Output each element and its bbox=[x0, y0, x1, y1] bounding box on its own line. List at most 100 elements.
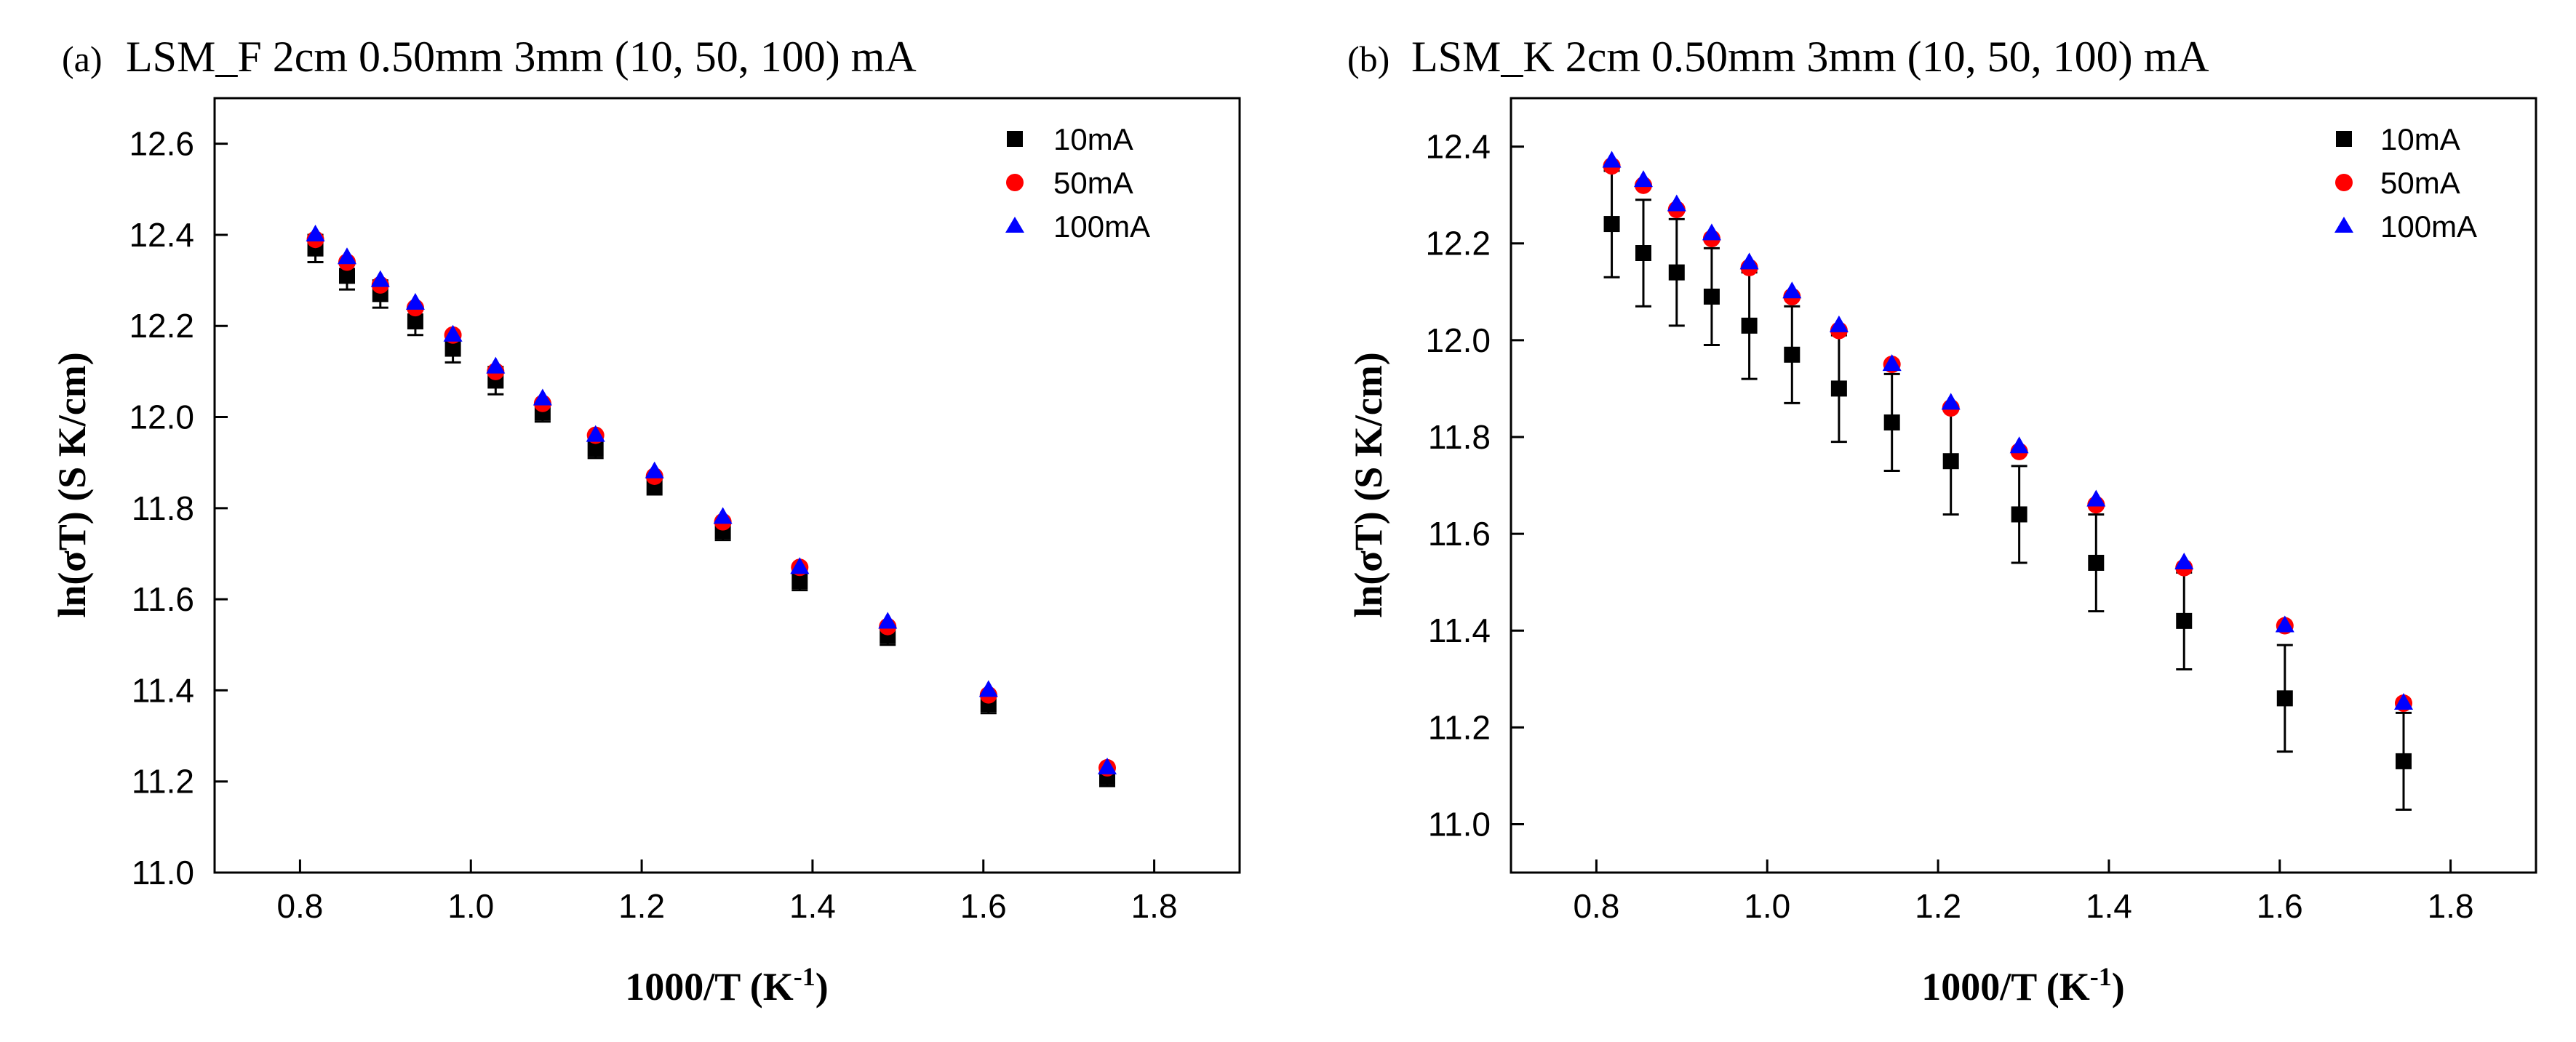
y-tick-label: 12.4 bbox=[1425, 128, 1491, 166]
legend-circle-marker bbox=[1006, 174, 1024, 191]
data-point-triangle bbox=[1633, 170, 1653, 188]
legend-square-marker bbox=[1007, 131, 1023, 147]
data-point-triangle bbox=[713, 507, 733, 524]
x-label-superscript: -1 bbox=[2090, 962, 2112, 991]
data-point-triangle bbox=[1941, 393, 1961, 410]
data-point-triangle bbox=[1882, 354, 1902, 372]
x-tick-label: 0.8 bbox=[1573, 887, 1619, 925]
data-point-triangle bbox=[586, 425, 605, 442]
panel-a-series-10mA bbox=[307, 240, 1116, 785]
legend-triangle-marker bbox=[2334, 217, 2353, 233]
x-tick-label: 1.4 bbox=[789, 887, 836, 925]
data-point-square bbox=[1635, 245, 1651, 261]
panel-b-x-axis-label: 1000/T (K-1) bbox=[1921, 962, 2125, 1009]
legend-label-10mA: 10mA bbox=[2380, 122, 2460, 156]
y-tick-label: 11.6 bbox=[132, 580, 194, 618]
data-point-triangle bbox=[443, 324, 463, 342]
panel-a-y-axis-label: ln(σT) (S K/cm) bbox=[50, 352, 94, 617]
x-label-main: 1000/T (K bbox=[1921, 965, 2090, 1009]
panel-a-ticks: 0.8 1.0 1.2 1.4 1.6 1.8 11.0 11.2 11.4 11.6 11.8 12… bbox=[129, 125, 1177, 925]
y-tick-label: 11.8 bbox=[1428, 418, 1491, 456]
data-point-triangle bbox=[1667, 194, 1686, 212]
data-point-triangle bbox=[1829, 315, 1849, 332]
panel-a-legend: 10mA 50mA 100mA bbox=[1005, 122, 1150, 244]
data-point-triangle bbox=[337, 247, 356, 265]
data-point-triangle bbox=[2009, 436, 2029, 454]
panel-a-series-100mA bbox=[306, 224, 1117, 774]
x-tick-label: 1.2 bbox=[618, 887, 665, 925]
panel-b-ticks: 0.8 1.0 1.2 1.4 1.6 1.8 11.0 11.2 11.4 11.6 11.8 12… bbox=[1425, 128, 2473, 925]
y-tick-label: 11.6 bbox=[1428, 515, 1491, 553]
panel-b-series-10mA bbox=[1603, 216, 2412, 769]
data-point-square bbox=[587, 441, 604, 457]
legend-circle-marker bbox=[2335, 174, 2353, 191]
x-tick-label: 1.8 bbox=[2428, 887, 2474, 925]
data-point-square bbox=[2088, 555, 2105, 571]
data-point-square bbox=[791, 573, 808, 590]
data-point-square bbox=[1830, 380, 1847, 397]
data-point-triangle bbox=[1098, 757, 1117, 774]
y-tick-label: 12.2 bbox=[1425, 225, 1491, 262]
x-tick-label: 1.6 bbox=[960, 887, 1007, 925]
data-point-square bbox=[444, 340, 461, 357]
y-tick-label: 11.2 bbox=[132, 763, 194, 801]
panel-a-plot-frame bbox=[213, 97, 1241, 874]
legend-label-50mA: 50mA bbox=[1053, 166, 1133, 200]
x-label-end: ) bbox=[816, 965, 829, 1009]
data-point-triangle bbox=[978, 680, 998, 697]
panel-a-title: LSM_F 2cm 0.50mm 3mm (10, 50, 100) mA bbox=[126, 33, 917, 81]
legend-label-10mA: 10mA bbox=[1053, 122, 1133, 156]
panel-a: (a) LSM_F 2cm 0.50mm 3mm (10, 50, 100) m… bbox=[50, 33, 1241, 1009]
y-tick-label: 11.0 bbox=[1428, 805, 1491, 843]
data-point-square bbox=[2276, 690, 2293, 707]
data-point-triangle bbox=[878, 612, 898, 629]
y-tick-label: 12.0 bbox=[129, 398, 194, 436]
panel-b-plot-frame bbox=[1510, 97, 2537, 874]
data-point-triangle bbox=[1602, 151, 1622, 168]
panel-a-x-axis-label: 1000/T (K-1) bbox=[625, 962, 829, 1009]
data-point-triangle bbox=[790, 557, 810, 574]
data-point-square bbox=[407, 313, 423, 329]
data-point-triangle bbox=[405, 292, 425, 310]
panel-a-letter: (a) bbox=[62, 39, 103, 79]
y-tick-label: 11.8 bbox=[132, 489, 194, 527]
panel-b-series-100mA bbox=[1602, 151, 2414, 710]
y-tick-label: 11.0 bbox=[132, 854, 194, 891]
data-point-square bbox=[1942, 453, 1959, 470]
y-tick-label: 12.0 bbox=[1425, 321, 1491, 359]
x-tick-label: 1.4 bbox=[2086, 887, 2132, 925]
y-tick-label: 12.6 bbox=[129, 125, 194, 163]
panel-b-letter: (b) bbox=[1347, 39, 1389, 79]
data-point-triangle bbox=[645, 461, 664, 478]
x-label-end: ) bbox=[2112, 965, 2125, 1009]
data-point-triangle bbox=[486, 356, 506, 374]
data-point-square bbox=[1668, 264, 1685, 281]
data-point-triangle bbox=[1739, 252, 1759, 270]
data-point-square bbox=[2396, 753, 2412, 769]
x-tick-label: 1.0 bbox=[1744, 887, 1790, 925]
data-point-triangle bbox=[2275, 615, 2294, 633]
x-tick-label: 1.0 bbox=[447, 887, 494, 925]
data-point-triangle bbox=[1702, 223, 1721, 241]
legend-triangle-marker bbox=[1005, 217, 1024, 233]
x-label-superscript: -1 bbox=[794, 962, 816, 991]
legend-label-100mA: 100mA bbox=[2380, 209, 2477, 244]
data-point-triangle bbox=[2086, 489, 2106, 507]
data-point-square bbox=[1741, 317, 1758, 334]
y-tick-label: 11.4 bbox=[1428, 612, 1491, 649]
legend-label-100mA: 100mA bbox=[1053, 209, 1150, 244]
legend-label-50mA: 50mA bbox=[2380, 166, 2460, 200]
panel-b-error-bars bbox=[1603, 169, 2412, 811]
x-label-main: 1000/T (K bbox=[625, 965, 794, 1009]
y-tick-label: 11.4 bbox=[132, 671, 194, 709]
legend-square-marker bbox=[2336, 131, 2352, 147]
y-tick-label: 12.4 bbox=[129, 216, 194, 254]
data-point-square bbox=[1784, 346, 1801, 363]
data-point-triangle bbox=[533, 388, 552, 406]
data-point-triangle bbox=[2174, 553, 2194, 569]
data-point-square bbox=[1603, 216, 1620, 233]
data-point-triangle bbox=[1782, 281, 1802, 299]
data-point-triangle bbox=[306, 224, 325, 241]
x-tick-label: 1.2 bbox=[1915, 887, 1961, 925]
data-point-square bbox=[2011, 506, 2027, 523]
